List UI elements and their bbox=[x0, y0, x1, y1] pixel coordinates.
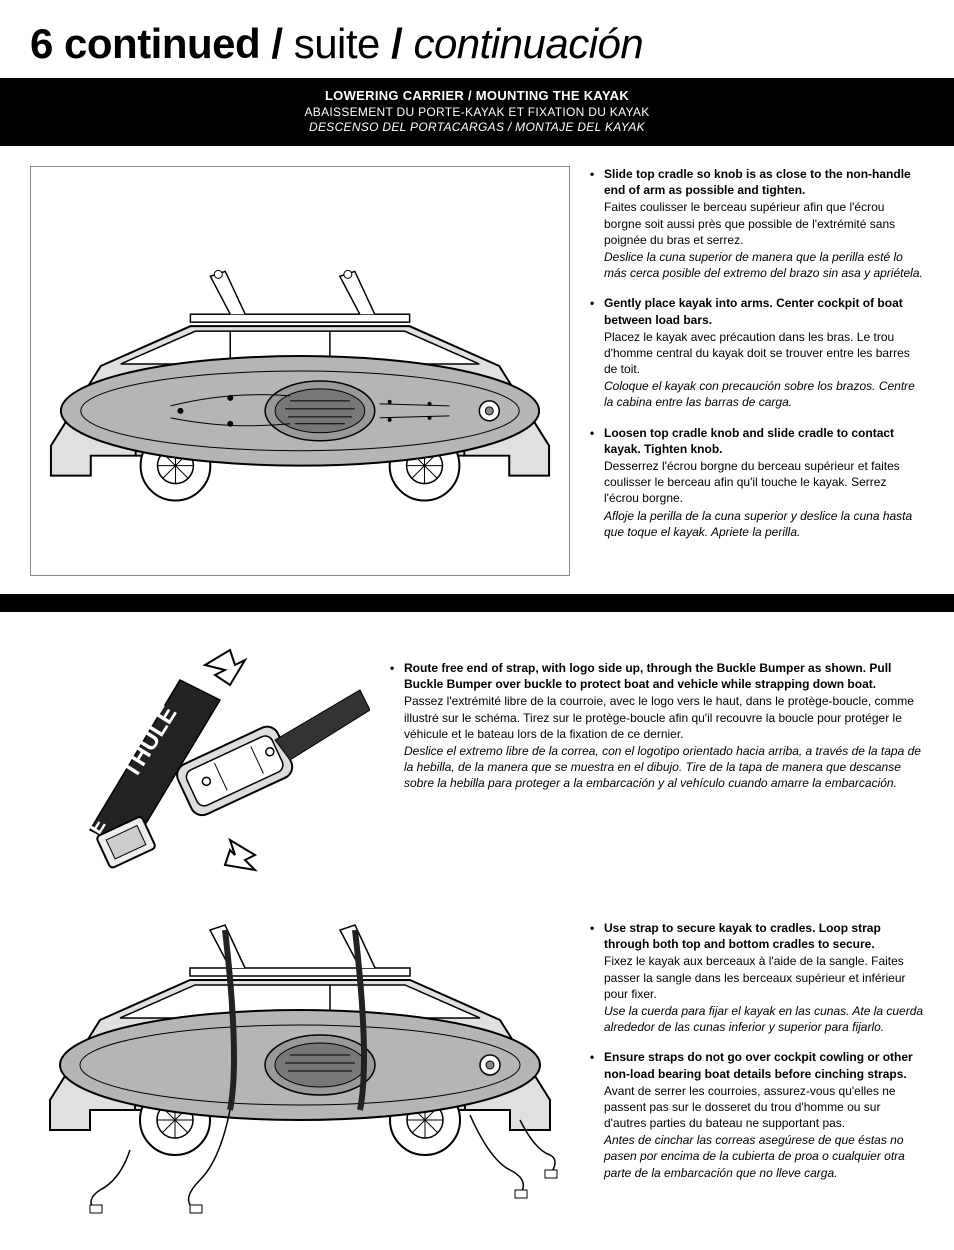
section3-bullets: Use strap to secure kayak to cradles. Lo… bbox=[590, 900, 924, 1230]
illustration-car-kayak bbox=[30, 166, 570, 576]
bullet: Route free end of strap, with logo side … bbox=[390, 660, 924, 792]
divider bbox=[0, 594, 954, 612]
header-es: DESCENSO DEL PORTACARGAS / MONTAJE DEL K… bbox=[0, 120, 954, 134]
section2-bullets: Route free end of strap, with logo side … bbox=[390, 630, 924, 890]
illustration-strap: THULE ULE bbox=[30, 630, 370, 890]
section-header: LOWERING CARRIER / MOUNTING THE KAYAK AB… bbox=[0, 78, 954, 146]
page-title: 6 continued / suite / continuación bbox=[30, 20, 924, 68]
bullet: Slide top cradle so knob is as close to … bbox=[590, 166, 924, 281]
bullet: Ensure straps do not go over cockpit cow… bbox=[590, 1049, 924, 1181]
header-en: LOWERING CARRIER / MOUNTING THE KAYAK bbox=[0, 88, 954, 103]
section-2: THULE ULE bbox=[30, 630, 924, 890]
illustration-car-kayak-strapped bbox=[30, 900, 570, 1230]
section1-bullets: Slide top cradle so knob is as close to … bbox=[590, 166, 924, 576]
section-3: Use strap to secure kayak to cradles. Lo… bbox=[30, 900, 924, 1230]
bullet: Loosen top cradle knob and slide cradle … bbox=[590, 425, 924, 540]
bullet: Gently place kayak into arms. Center coc… bbox=[590, 295, 924, 410]
section-1: Slide top cradle so knob is as close to … bbox=[30, 166, 924, 576]
bullet: Use strap to secure kayak to cradles. Lo… bbox=[590, 920, 924, 1035]
header-fr: ABAISSEMENT DU PORTE-KAYAK ET FIXATION D… bbox=[0, 105, 954, 119]
